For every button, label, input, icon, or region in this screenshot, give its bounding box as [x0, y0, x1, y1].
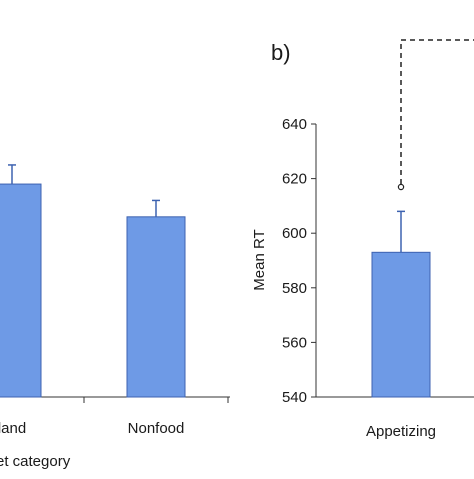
y-tick-label: 540	[282, 389, 307, 406]
category-label: Appetizing	[366, 423, 436, 440]
y-tick-label: 560	[282, 334, 307, 351]
y-tick-label: 620	[282, 171, 307, 188]
panel-b-label: b)	[271, 40, 291, 65]
significance-marker	[397, 183, 405, 191]
significance-bracket	[400, 39, 474, 184]
bar	[126, 216, 186, 398]
panel-b-y-axis-title: Mean RT	[251, 229, 268, 290]
y-tick-label: 580	[282, 280, 307, 297]
panel-a-x-axis-title: et category	[0, 453, 71, 470]
bar	[0, 183, 42, 398]
y-tick-label: 600	[282, 225, 307, 242]
panel-b: 540 560 580 600 620 640 Appetizing	[282, 39, 474, 440]
category-label: Nonfood	[128, 420, 185, 437]
y-tick-label: 640	[282, 116, 307, 133]
category-label: land	[0, 420, 26, 437]
bar	[371, 251, 431, 398]
panel-a: land Nonfood	[0, 164, 230, 437]
